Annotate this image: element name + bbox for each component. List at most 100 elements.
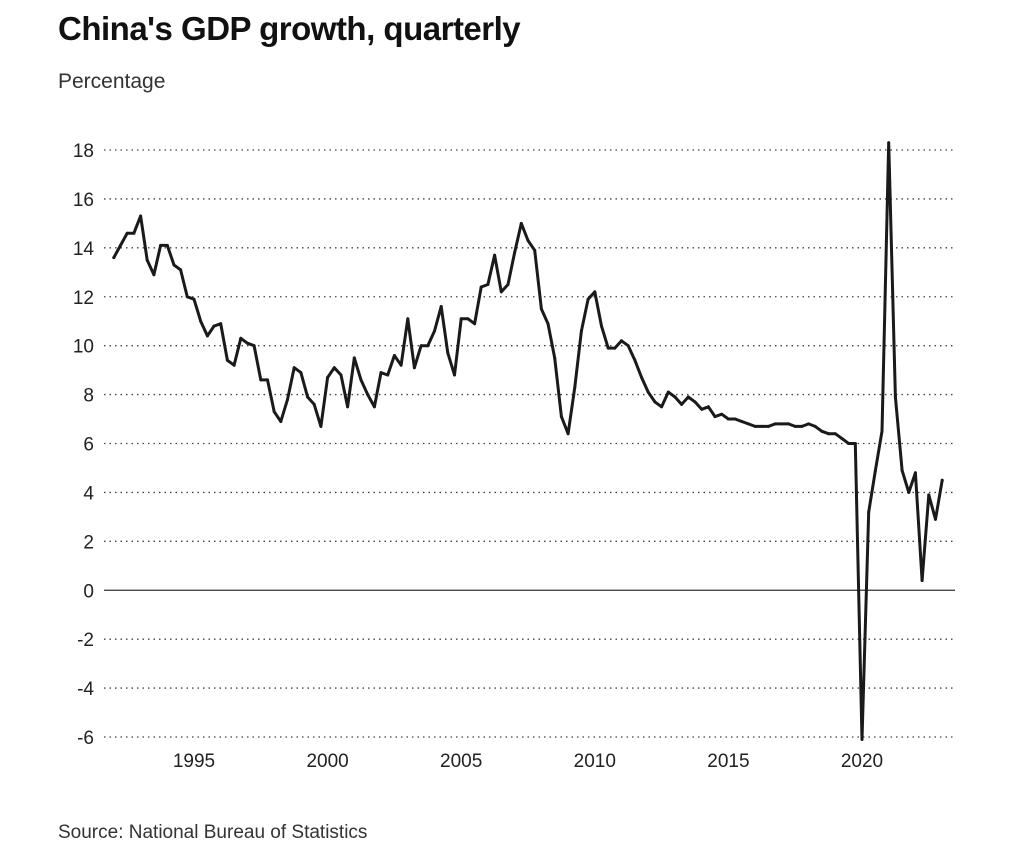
data-point xyxy=(746,422,750,426)
data-point xyxy=(760,424,764,428)
x-axis: 1995 2000 2005 2010 2015 2020 xyxy=(173,751,883,772)
data-point xyxy=(900,468,904,472)
data-point xyxy=(506,283,510,286)
data-point xyxy=(453,373,456,377)
data-point xyxy=(867,510,871,514)
data-point xyxy=(893,395,897,399)
data-point xyxy=(266,378,269,382)
series-line xyxy=(112,141,944,741)
data-point xyxy=(366,393,370,397)
data-point xyxy=(546,322,550,326)
data-point xyxy=(199,319,203,323)
data-point xyxy=(372,405,376,409)
data-point xyxy=(646,390,650,394)
data-point xyxy=(626,344,630,348)
data-point xyxy=(860,737,864,741)
x-tick-label: 2010 xyxy=(574,751,616,772)
data-point xyxy=(205,334,209,338)
data-point xyxy=(292,366,296,370)
data-point xyxy=(940,478,944,482)
data-point xyxy=(272,410,276,414)
y-tick-label: 6 xyxy=(83,435,94,456)
y-tick-label: -6 xyxy=(77,728,94,749)
data-point xyxy=(132,231,136,235)
y-tick-label: 12 xyxy=(73,288,94,309)
data-point xyxy=(459,317,463,321)
data-point xyxy=(125,231,129,235)
data-point xyxy=(346,405,350,409)
data-point xyxy=(640,376,644,379)
data-point xyxy=(606,346,610,350)
chart-title: China's GDP growth, quarterly xyxy=(58,10,521,47)
data-point xyxy=(499,290,503,294)
data-point xyxy=(693,400,697,404)
data-point xyxy=(312,402,316,406)
data-point xyxy=(245,341,249,345)
data-point xyxy=(192,297,196,301)
data-point xyxy=(686,395,690,399)
y-tick-label: 2 xyxy=(83,532,94,553)
data-point xyxy=(600,324,603,328)
data-point xyxy=(927,493,931,497)
data-point xyxy=(352,356,356,360)
data-point xyxy=(913,471,917,475)
data-point xyxy=(152,273,156,277)
source-note: Source: National Bureau of Statistics xyxy=(58,822,368,843)
data-point xyxy=(833,432,837,436)
data-point xyxy=(680,402,684,406)
data-point xyxy=(306,395,310,399)
data-point xyxy=(225,358,229,362)
data-point xyxy=(559,415,563,419)
data-point xyxy=(419,344,423,348)
data-point xyxy=(212,324,216,328)
data-point xyxy=(787,422,790,426)
data-point xyxy=(426,344,430,348)
data-point xyxy=(319,424,323,428)
y-tick-label: -4 xyxy=(77,679,94,700)
data-point xyxy=(566,432,570,436)
data-point xyxy=(773,422,777,426)
data-point xyxy=(519,221,523,225)
data-point xyxy=(753,424,757,428)
data-point xyxy=(853,442,857,445)
y-tick-label: 0 xyxy=(83,581,94,602)
data-point xyxy=(279,420,283,423)
data-point xyxy=(700,407,704,411)
gridlines xyxy=(104,149,955,738)
data-point xyxy=(920,579,924,582)
data-point xyxy=(780,422,784,426)
x-tick-label: 2020 xyxy=(841,751,883,772)
data-point xyxy=(219,322,223,326)
data-point xyxy=(807,422,811,426)
y-tick-label: 4 xyxy=(83,483,94,504)
data-point xyxy=(172,263,176,267)
y-tick-label: -2 xyxy=(77,630,94,651)
data-point xyxy=(466,317,470,321)
data-point xyxy=(112,256,116,260)
data-point xyxy=(513,251,517,255)
data-point xyxy=(239,336,243,340)
data-point xyxy=(165,243,169,247)
data-point xyxy=(887,141,891,145)
data-point xyxy=(119,243,122,247)
data-point xyxy=(379,371,383,375)
data-point xyxy=(493,253,497,257)
y-tick-label: 10 xyxy=(73,337,94,358)
data-point xyxy=(720,412,724,416)
y-tick-label: 14 xyxy=(73,239,95,260)
data-point xyxy=(406,317,410,321)
data-point xyxy=(526,239,530,242)
y-axis-unit-label: Percentage xyxy=(58,70,166,93)
data-point xyxy=(446,351,450,355)
data-point xyxy=(907,490,911,494)
data-point xyxy=(145,258,149,262)
data-point xyxy=(653,400,657,404)
y-tick-label: 16 xyxy=(73,190,94,211)
data-point xyxy=(840,437,844,441)
data-point xyxy=(800,424,804,428)
data-point xyxy=(486,283,490,286)
line-chart: 18 16 14 12 10 8 6 4 2 0 -2 -4 -6 1995 2000 2005 2010 20… xyxy=(73,141,955,772)
data-point xyxy=(767,424,770,428)
data-point xyxy=(666,390,670,394)
data-point xyxy=(573,385,577,389)
